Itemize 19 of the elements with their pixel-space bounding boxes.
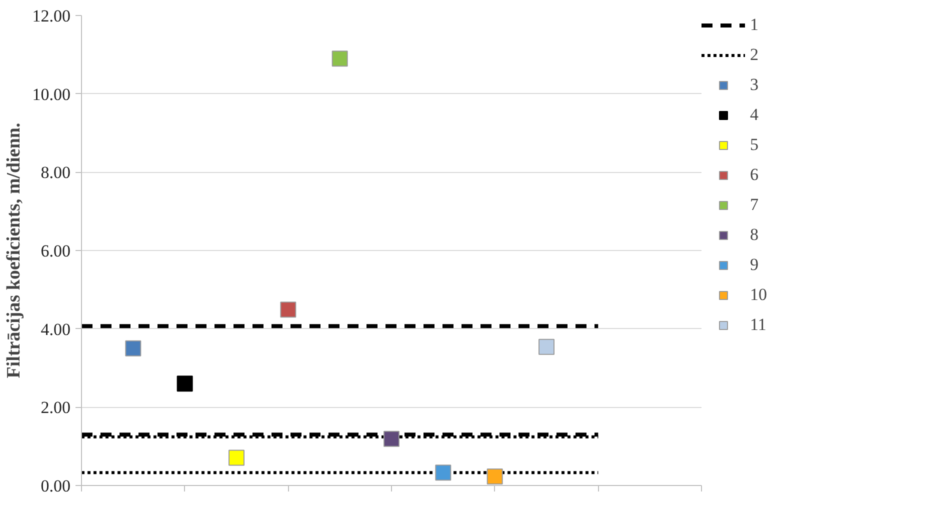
legend-label: 11	[750, 315, 768, 335]
legend-label: 4	[750, 105, 760, 125]
legend-label: 3	[750, 75, 760, 95]
y-axis-title: Filtrācijas koeficients, m/dienn.	[3, 122, 24, 378]
y-tick-label: 10.00	[32, 84, 70, 104]
legend-label: 10	[750, 285, 768, 305]
legend-label: 8	[750, 225, 760, 245]
legend-label: 7	[750, 195, 760, 215]
y-tick-label: 4.00	[40, 320, 70, 339]
y-tick-label: 8.00	[40, 163, 70, 182]
legend-label: 1	[750, 15, 760, 35]
legend-label: 9	[750, 255, 760, 275]
y-tick-label: 0.00	[40, 476, 70, 496]
legend-label: 5	[750, 135, 760, 155]
legend-label: 6	[750, 165, 760, 185]
y-tick-label: 2.00	[40, 398, 70, 418]
y-tick-label: 6.00	[40, 242, 70, 260]
legend-label: 2	[750, 45, 760, 65]
y-tick-label: 12.00	[32, 6, 70, 26]
